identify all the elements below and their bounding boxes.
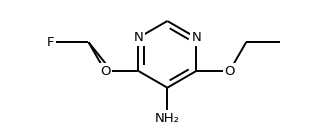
- Text: O: O: [100, 64, 110, 78]
- Text: F: F: [47, 36, 54, 49]
- Text: N: N: [191, 31, 201, 44]
- Text: N: N: [134, 31, 143, 44]
- Text: O: O: [224, 64, 235, 78]
- Text: NH₂: NH₂: [155, 112, 180, 125]
